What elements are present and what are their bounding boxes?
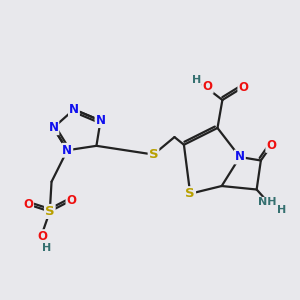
Text: N: N — [62, 144, 72, 157]
Text: H: H — [42, 243, 51, 253]
Text: S: S — [185, 187, 195, 200]
Text: H: H — [191, 75, 201, 85]
Text: N: N — [48, 121, 59, 134]
Text: H: H — [277, 205, 286, 215]
Text: O: O — [23, 198, 33, 211]
Text: O: O — [238, 81, 248, 94]
Text: N: N — [69, 103, 79, 116]
Text: O: O — [203, 80, 213, 93]
Text: NH: NH — [258, 197, 276, 208]
Text: S: S — [149, 148, 158, 161]
Text: O: O — [266, 139, 276, 152]
Text: N: N — [235, 151, 245, 164]
Text: N: N — [95, 114, 106, 127]
Text: O: O — [38, 230, 47, 243]
Text: S: S — [45, 205, 55, 218]
Text: O: O — [67, 194, 76, 207]
